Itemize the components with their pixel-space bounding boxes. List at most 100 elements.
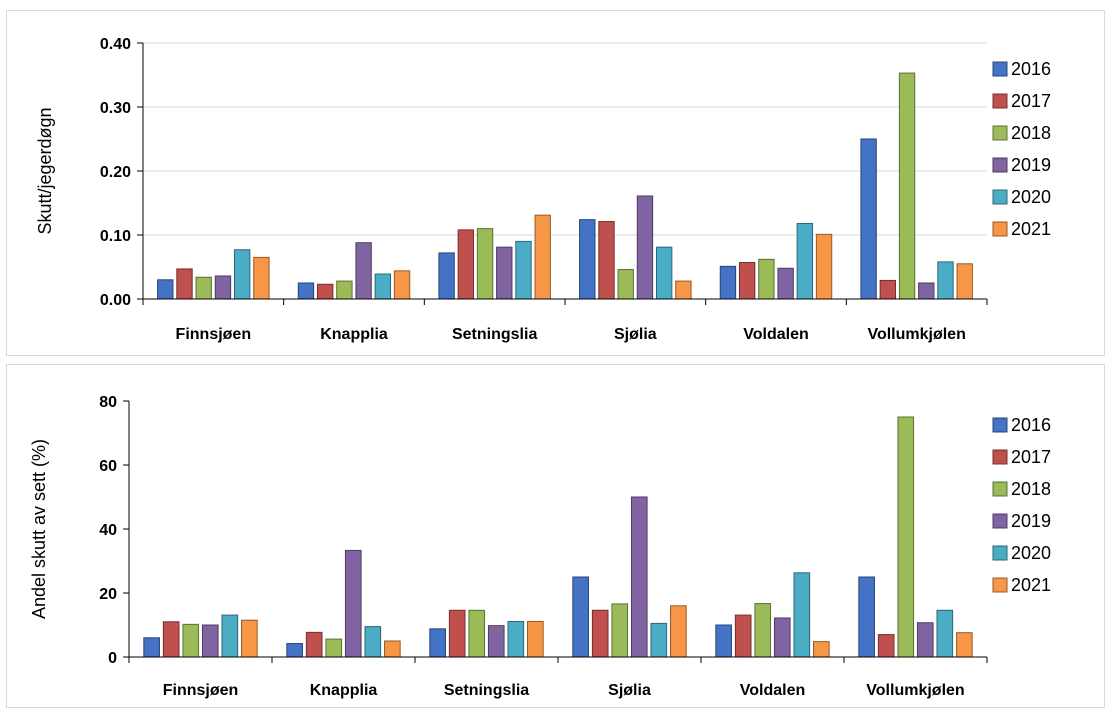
category-label: Finnsjøen (163, 682, 239, 699)
bar-2018-finnsjøen (182, 623, 200, 658)
chart-panel-share-shot-of-seen: 0 20 40 60 80 Andel skutt av sett (%) Finnsjøe… (6, 364, 1105, 708)
category-label: Knapplia (320, 326, 388, 343)
bar-2018-knapplia (336, 280, 353, 300)
bar-2016-setningslia (438, 252, 455, 300)
bar-2017-setningslia (448, 609, 466, 658)
bar-2017-setningslia (457, 229, 475, 300)
y-tick-label: 0.40 (100, 36, 131, 53)
bar-2019-vollumkjølen (916, 622, 934, 658)
legend-label: 2020 (1011, 187, 1051, 207)
legend-label: 2016 (1011, 59, 1051, 79)
legend-swatch (992, 221, 1008, 237)
legend-label: 2020 (1011, 543, 1051, 563)
category-label: Sjølia (614, 326, 657, 343)
bar-2021-setningslia (527, 620, 544, 658)
bar-2020-voldalen (793, 572, 811, 658)
legend-label: 2021 (1011, 575, 1051, 595)
bar-2016-knapplia (297, 282, 315, 300)
category-label: Knapplia (310, 682, 378, 699)
bar-2020-finnsjøen (233, 249, 251, 300)
bar-2018-voldalen (758, 258, 775, 300)
bar-2021-vollumkjølen (956, 263, 973, 300)
bar-2020-knapplia (374, 273, 392, 300)
bar-2019-finnsjøen (201, 624, 219, 658)
bar-2018-sjølia (617, 269, 634, 300)
legend-label: 2021 (1011, 219, 1051, 239)
bar-2018-setningslia (468, 609, 486, 658)
bar-chart-shots-per-hunter-day: 0.00 0.10 0.20 0.30 0.40 Skutt/jegerdøgn Finns… (35, 36, 1051, 343)
bar-2018-setningslia (476, 228, 494, 300)
bar-2017-knapplia (305, 631, 323, 658)
bar-2020-sjølia (655, 246, 673, 300)
y-tick-label: 0.10 (100, 228, 131, 245)
bar-2020-vollumkjølen (937, 261, 954, 300)
bar-2020-voldalen (796, 222, 814, 300)
bar-2018-voldalen (754, 603, 772, 658)
y-tick-label: 80 (99, 394, 117, 411)
category-label: Setningslia (444, 682, 529, 699)
bar-2019-sjølia (636, 195, 654, 300)
category-label: Setningslia (452, 326, 537, 343)
legend-swatch (992, 449, 1008, 465)
y-tick-label: 0.20 (100, 164, 131, 181)
bar-2018-vollumkjølen (898, 72, 916, 300)
legend-swatch (992, 417, 1008, 433)
legend-swatch (992, 125, 1008, 141)
y-tick-label: 60 (99, 458, 117, 475)
bar-2016-sjølia (579, 219, 596, 300)
legend-label: 2017 (1011, 447, 1051, 467)
bar-2021-finnsjøen (253, 256, 270, 300)
y-tick-label: 0.00 (100, 292, 131, 309)
bar-2017-vollumkjølen (879, 279, 897, 300)
category-label: Voldalen (740, 682, 806, 699)
bar-2021-finnsjøen (241, 619, 258, 658)
legend-label: 2019 (1011, 155, 1051, 175)
bar-2020-knapplia (364, 626, 382, 658)
bar-2017-knapplia (316, 283, 334, 300)
bar-2017-sjølia (598, 221, 615, 300)
bar-2020-vollumkjølen (936, 609, 954, 658)
bar-2021-voldalen (815, 233, 833, 300)
bar-2021-knapplia (393, 270, 411, 300)
bar-2017-voldalen (734, 614, 752, 658)
bar-2016-vollumkjølen (858, 576, 875, 658)
legend-label: 2016 (1011, 415, 1051, 435)
legend-swatch (992, 93, 1008, 109)
y-axis-title: Andel skutt av sett (%) (29, 439, 49, 619)
bar-chart-share-shot-of-seen: 0 20 40 60 80 Andel skutt av sett (%) Finnsjøe… (29, 394, 1051, 699)
bar-2018-sjølia (611, 603, 629, 658)
bar-2016-voldalen (715, 624, 732, 658)
y-tick-label: 40 (99, 522, 117, 539)
bar-2020-setningslia (515, 240, 532, 300)
y-tick-label: 20 (99, 586, 117, 603)
bar-2016-vollumkjølen (860, 138, 877, 300)
chart-panel-shots-per-hunter-day: 0.00 0.10 0.20 0.30 0.40 Skutt/jegerdøgn Finns… (6, 10, 1105, 356)
category-label: Vollumkjølen (867, 326, 965, 343)
bar-2017-voldalen (738, 262, 756, 300)
bar-2021-vollumkjølen (956, 632, 973, 658)
bar-2021-sjølia (675, 280, 692, 300)
bar-2017-sjølia (591, 609, 609, 658)
bar-2016-voldalen (719, 265, 737, 300)
bar-2017-finnsjøen (162, 621, 180, 658)
bar-2019-finnsjøen (214, 275, 232, 300)
bar-2016-sjølia (572, 576, 589, 658)
legend-label: 2019 (1011, 511, 1051, 531)
y-tick-label: 0.30 (100, 100, 131, 117)
bar-2019-voldalen (773, 617, 791, 658)
bar-2018-finnsjøen (195, 276, 212, 300)
y-tick-label: 0 (108, 650, 117, 667)
legend-swatch (992, 513, 1008, 529)
legend-label: 2017 (1011, 91, 1051, 111)
bar-2018-knapplia (325, 638, 343, 658)
bar-2021-voldalen (813, 641, 830, 658)
legend-label: 2018 (1011, 123, 1051, 143)
bar-2019-voldalen (777, 267, 794, 300)
legend-swatch (992, 61, 1008, 77)
bar-2020-sjølia (650, 622, 668, 658)
y-axis-title: Skutt/jegerdøgn (35, 107, 55, 234)
bar-2020-setningslia (507, 620, 525, 658)
legend-label: 2018 (1011, 479, 1051, 499)
bar-2019-setningslia (496, 246, 513, 300)
bar-2019-setningslia (487, 625, 505, 658)
